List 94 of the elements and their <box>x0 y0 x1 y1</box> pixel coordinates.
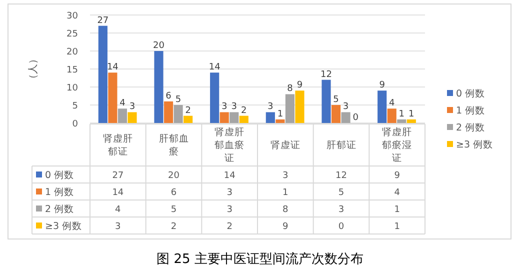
text: 2 <box>185 106 191 116</box>
bar <box>378 90 387 123</box>
legend-label: 1 例数 <box>456 106 486 116</box>
data-label: 9 <box>282 222 289 232</box>
bar <box>285 94 295 123</box>
data-label: 5 <box>170 205 177 215</box>
legend-label: 0 例数 <box>45 170 74 181</box>
bar <box>164 101 174 123</box>
bar <box>341 112 350 123</box>
data-label: 3 <box>226 205 232 215</box>
y-axis-title: （人） <box>28 54 39 84</box>
bar <box>266 112 275 123</box>
bar <box>174 105 183 123</box>
text: 9 <box>296 80 303 91</box>
data-label: 3 <box>115 222 121 232</box>
text: 1 例数 <box>45 187 74 198</box>
bar <box>128 112 137 123</box>
bar <box>387 108 396 123</box>
bar <box>295 90 304 123</box>
data-label: 0 <box>338 222 344 232</box>
bar <box>331 105 341 123</box>
text: 3 <box>268 102 274 112</box>
y-tick-label: 30 <box>66 12 78 22</box>
data-label: 2 <box>226 222 232 232</box>
text: 0 例数 <box>456 88 486 100</box>
text: 2 例数 <box>45 204 74 215</box>
x-tick-label: 肾虚证 <box>270 139 300 151</box>
bar <box>98 26 108 123</box>
text: 2 <box>241 106 247 116</box>
y-tick-label: 20 <box>66 48 78 58</box>
data-label: 14 <box>112 188 124 198</box>
text: 5 <box>175 95 182 105</box>
bar <box>239 116 248 123</box>
text: 12 <box>320 70 332 80</box>
data-label: 20 <box>168 171 180 181</box>
data-label: 14 <box>224 171 236 181</box>
text: 14 <box>208 62 220 73</box>
text: 14 <box>106 62 118 73</box>
bar <box>108 72 118 123</box>
data-label: 27 <box>112 171 124 181</box>
x-tick-label: 肾虚肝郁证 <box>102 132 133 158</box>
text: 0 <box>352 113 358 123</box>
data-label: 2 <box>170 222 177 232</box>
text: 1 <box>398 109 404 120</box>
bar <box>154 51 164 123</box>
bar <box>406 119 416 123</box>
text: 3 <box>342 102 349 112</box>
y-tick-label: 10 <box>66 84 78 94</box>
bar <box>397 119 406 123</box>
data-label: 1 <box>282 188 288 198</box>
data-label: 4 <box>115 205 122 215</box>
data-label: 9 <box>394 171 400 181</box>
text: 1 <box>277 109 284 120</box>
data-label: 5 <box>338 188 344 198</box>
legend-label: ≥3 例数 <box>456 140 494 150</box>
y-tick-label: 25 <box>66 30 78 40</box>
text: 27 <box>97 16 109 26</box>
y-tick-label: 0 <box>72 120 78 130</box>
data-label: 4 <box>394 188 400 198</box>
x-tick-label: 肝郁血瘀 <box>158 132 189 158</box>
text: 3 <box>231 102 237 112</box>
bar <box>322 80 331 123</box>
bar <box>230 112 239 123</box>
text: 3 <box>129 102 136 112</box>
text: ≥3 例数 <box>45 221 82 232</box>
text: 9 <box>379 80 385 91</box>
data-label: 8 <box>282 205 289 215</box>
bar <box>276 119 285 123</box>
x-tick-label: 肾虚肝郁血瘀证 <box>214 126 245 164</box>
bar <box>220 112 229 123</box>
text: 6 <box>166 91 172 102</box>
data-label: 3 <box>282 171 288 181</box>
text: 20 <box>153 41 164 51</box>
text: 4 <box>120 98 126 109</box>
text: 3 <box>221 102 228 112</box>
bar <box>210 72 220 123</box>
x-tick-label: 肾虚肝郁瘀湿证 <box>382 126 412 164</box>
data-label: 1 <box>394 222 400 232</box>
x-tick-label: 肝郁证 <box>326 139 356 151</box>
data-label: 1 <box>394 205 400 215</box>
y-tick-label: 5 <box>72 102 78 112</box>
legend-label: 2 例数 <box>456 122 486 134</box>
text: 5 <box>333 95 339 105</box>
bar <box>184 116 193 123</box>
data-label: 12 <box>336 171 347 181</box>
bar <box>118 108 128 123</box>
text: 4 <box>388 98 395 109</box>
data-label: 3 <box>338 205 344 215</box>
y-tick-label: 15 <box>66 66 78 76</box>
text: 图 25 主要中医证型间流产次数分布 <box>156 251 364 267</box>
text: 8 <box>287 84 293 94</box>
text: 1 <box>408 109 414 120</box>
data-label: 6 <box>170 188 177 198</box>
data-label: 3 <box>226 188 232 198</box>
